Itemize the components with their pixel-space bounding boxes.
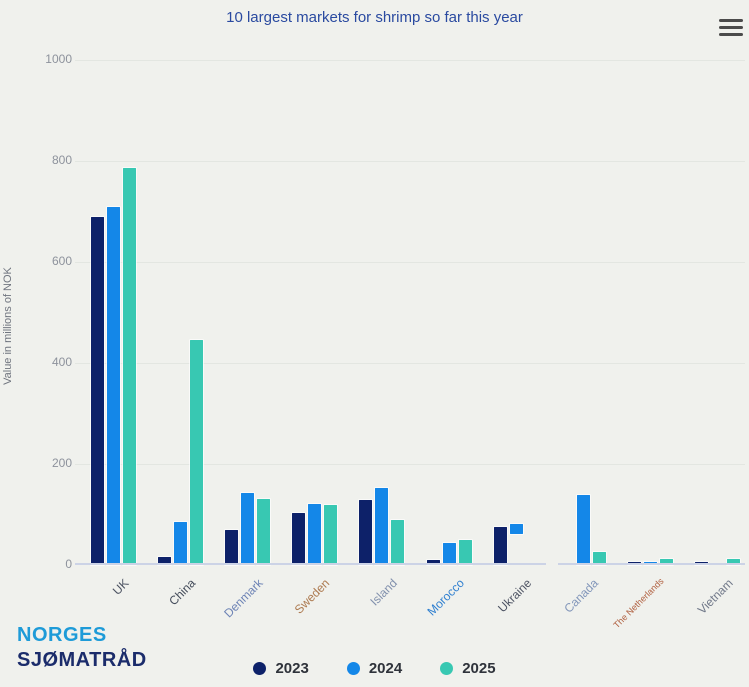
bar-group-china: [147, 60, 214, 565]
x-axis-label-vietnam: Vietnam: [694, 576, 736, 617]
legend-item-2023[interactable]: 2023: [253, 660, 309, 677]
bar-canada-2024[interactable]: [576, 494, 590, 565]
x-axis-line-right: [558, 563, 745, 565]
y-axis-title: Value in millions of NOK: [2, 267, 14, 385]
bar-uk-2024[interactable]: [107, 207, 121, 565]
x-axis-label-island: Island: [367, 576, 400, 609]
legend-item-2024[interactable]: 2024: [346, 660, 403, 677]
legend-marker-icon: [346, 662, 360, 675]
bar-island-2025[interactable]: [391, 520, 405, 565]
bar-morocco-2023[interactable]: [426, 560, 440, 565]
bar-sweden-2025[interactable]: [324, 504, 338, 565]
bar-group-denmark: [214, 60, 281, 565]
gridline-200: [75, 463, 745, 465]
y-axis-tick-label-800: 800: [51, 153, 72, 167]
x-axis-label-ukraine: Ukraine: [494, 576, 535, 616]
bar-group-island: [348, 60, 415, 565]
y-axis-tick-label-600: 600: [51, 254, 72, 268]
legend-marker-icon: [440, 662, 454, 675]
legend-marker-icon: [253, 662, 267, 675]
y-axis-tick-label-0: 0: [65, 557, 72, 571]
gridline-400: [75, 362, 745, 364]
bar-denmark-2024[interactable]: [241, 493, 255, 565]
legend-label: 2025: [462, 660, 496, 677]
bar-island-2024[interactable]: [375, 488, 389, 565]
bar-group-sweden: [281, 60, 348, 565]
bar-denmark-2023[interactable]: [225, 530, 239, 565]
bar-uk-2023[interactable]: [91, 216, 105, 565]
y-axis-tick-label-400: 400: [51, 355, 72, 369]
x-axis-label-morocco: Morocco: [424, 576, 467, 619]
bar-group-vietnam: [684, 60, 749, 565]
hamburger-bar: [719, 32, 743, 36]
bar-china-2023[interactable]: [158, 557, 172, 565]
bar-group-ukraine: [483, 60, 550, 565]
x-axis-label-the-netherlands: The Netherlands: [611, 576, 666, 631]
bar-canada-2025[interactable]: [592, 551, 606, 565]
bar-group-uk: [80, 60, 147, 565]
logo-line-1: NORGES: [17, 624, 107, 646]
y-axis-tick-label-200: 200: [51, 456, 72, 470]
x-axis-line-left: [75, 563, 546, 565]
x-axis-label-china: China: [166, 576, 199, 609]
logo-line-2: SJØMATRÅD: [17, 649, 147, 671]
bar-china-2025[interactable]: [190, 339, 204, 565]
bar-group-canada: [550, 60, 617, 565]
x-axis-label-denmark: Denmark: [221, 576, 266, 621]
bar-denmark-2025[interactable]: [257, 498, 271, 565]
hamburger-bar: [719, 19, 743, 23]
bar-island-2023[interactable]: [359, 499, 373, 565]
bar-the-netherlands-2025[interactable]: [659, 559, 673, 565]
norges-sjomatrad-logo: NORGES SJØMATRÅD: [17, 623, 147, 673]
bar-ukraine-2023[interactable]: [493, 527, 507, 565]
hamburger-bar: [719, 25, 743, 30]
x-axis-label-sweden: Sweden: [292, 576, 333, 617]
y-axis-tick-label-1000: 1000: [45, 52, 72, 66]
x-axis-label-canada: Canada: [561, 576, 602, 616]
bar-ukraine-2024[interactable]: [509, 524, 523, 535]
gridline-800: [75, 160, 745, 162]
bar-morocco-2024[interactable]: [442, 542, 456, 565]
chart-title: 10 largest markets for shrimp so far thi…: [226, 9, 523, 26]
bar-morocco-2025[interactable]: [458, 539, 472, 565]
bar-sweden-2024[interactable]: [308, 503, 322, 565]
bar-group-the-netherlands: [617, 60, 684, 565]
chart-legend: 2023 2024 2025: [0, 660, 749, 677]
bar-china-2024[interactable]: [174, 521, 188, 565]
gridline-1000: [75, 59, 745, 61]
bar-vietnam-2025[interactable]: [726, 559, 740, 565]
plot-area: [80, 60, 749, 565]
legend-item-2025[interactable]: 2025: [440, 660, 496, 677]
x-axis-label-uk: UK: [109, 576, 132, 598]
legend-label: 2024: [368, 660, 403, 677]
bar-sweden-2023[interactable]: [292, 513, 306, 565]
bar-uk-2025[interactable]: [123, 168, 137, 565]
bar-group-morocco: [416, 60, 483, 565]
gridline-600: [75, 261, 745, 263]
legend-label: 2023: [275, 660, 309, 677]
hamburger-menu-icon[interactable]: [719, 19, 743, 36]
